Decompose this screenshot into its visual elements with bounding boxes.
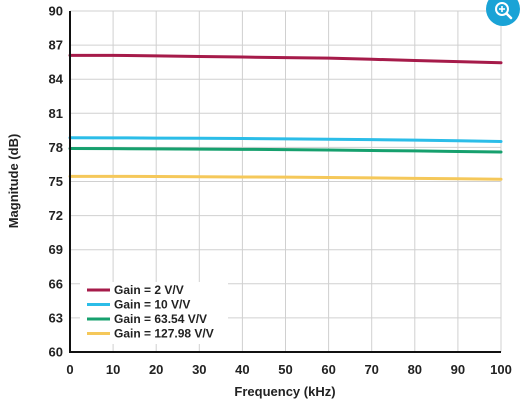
x-tick-label: 60 <box>321 362 335 377</box>
series-line-2 <box>68 147 503 154</box>
y-tick-label: 60 <box>49 345 63 360</box>
y-tick-label: 72 <box>49 208 63 223</box>
x-tick-label: 30 <box>192 362 206 377</box>
x-tick-label: 70 <box>364 362 378 377</box>
y-tick-labels: 60 63 66 69 72 75 78 81 84 87 90 <box>49 4 64 360</box>
y-tick-label: 90 <box>49 4 63 19</box>
y-tick-label: 84 <box>49 72 64 87</box>
y-axis-title: Magnitude (dB) <box>6 134 21 229</box>
zoom-in-icon <box>495 2 513 20</box>
x-tick-label: 80 <box>408 362 422 377</box>
y-tick-label: 69 <box>49 242 63 257</box>
axes <box>69 11 501 353</box>
x-tick-label: 40 <box>235 362 249 377</box>
y-tick-label: 81 <box>49 106 63 121</box>
legend-label-0: Gain = 2 V/V <box>114 283 184 297</box>
legend-label-2: Gain = 63.54 V/V <box>114 312 207 326</box>
y-tick-label: 63 <box>49 310 63 325</box>
y-tick-label: 66 <box>49 276 63 291</box>
x-axis-title: Frequency (kHz) <box>234 384 335 399</box>
x-tick-labels: 0 10 20 30 40 50 60 70 80 90 100 <box>66 362 511 377</box>
series-line-3 <box>68 174 503 181</box>
x-tick-label: 10 <box>106 362 120 377</box>
series-line-0 <box>68 53 503 65</box>
x-tick-label: 100 <box>490 362 512 377</box>
y-tick-label: 78 <box>49 140 63 155</box>
x-tick-label: 0 <box>66 362 73 377</box>
series-lines <box>68 53 503 181</box>
x-tick-label: 20 <box>149 362 163 377</box>
x-tick-label: 50 <box>278 362 292 377</box>
zoom-button[interactable] <box>486 0 520 26</box>
y-tick-label: 87 <box>49 38 63 53</box>
legend-label-1: Gain = 10 V/V <box>114 298 190 312</box>
series-line-1 <box>68 136 503 143</box>
x-tick-label: 90 <box>451 362 465 377</box>
y-tick-label: 75 <box>49 174 63 189</box>
legend-label-3: Gain = 127.98 V/V <box>114 327 214 341</box>
